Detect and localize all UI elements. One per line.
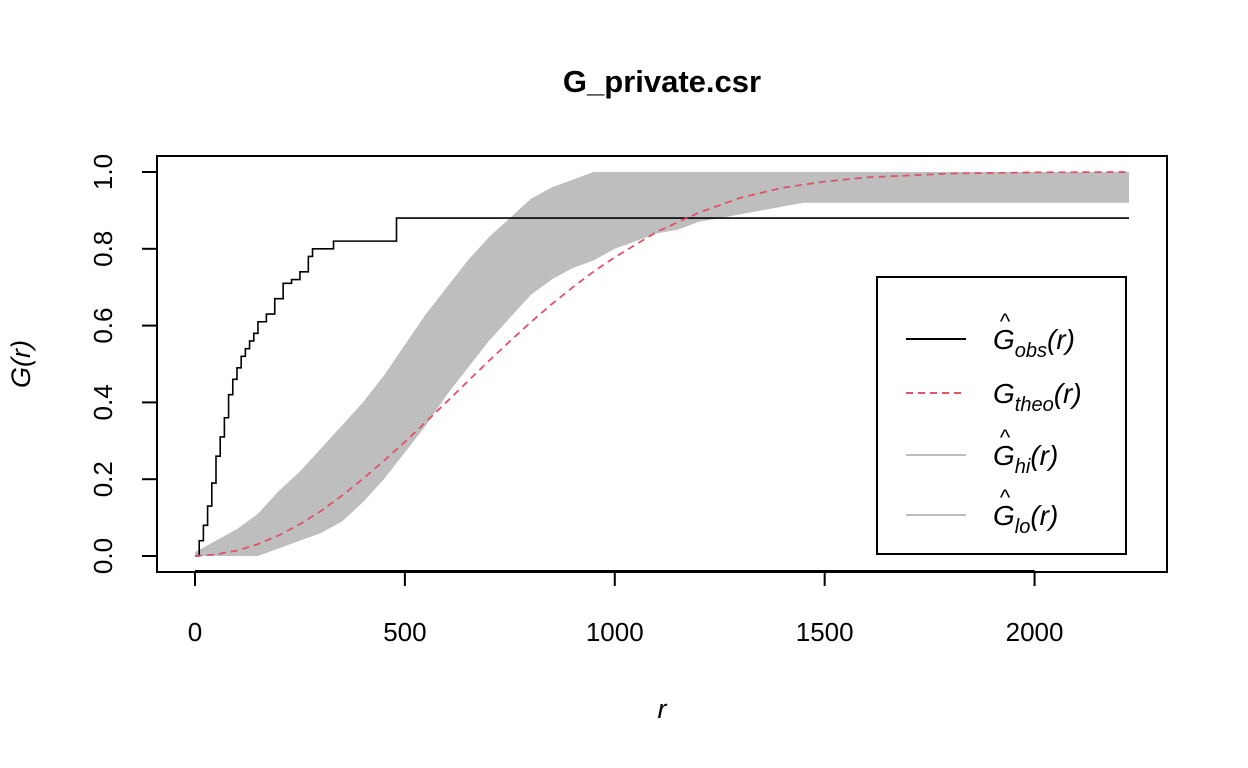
x-tick-label: 0: [188, 617, 202, 647]
series-line-theo: [194, 171, 1130, 557]
legend: Gobs(r)^Gtheo(r)Ghi(r)^Glo(r)^: [876, 276, 1127, 555]
y-tick-label: 0.0: [88, 538, 118, 574]
legend-label-obs: Gobs(r): [993, 324, 1075, 362]
y-tick-label: 0.6: [88, 308, 118, 344]
y-axis: 0.0 0.2 0.4 0.6 0.8 1.0: [88, 154, 158, 574]
legend-label-hi: Ghi(r): [993, 440, 1058, 478]
plot-area: [194, 171, 1130, 557]
y-tick-label: 0.2: [88, 461, 118, 497]
legend-label-lo: Glo(r): [993, 500, 1058, 538]
x-tick-label: 1000: [586, 617, 644, 647]
chart-title: G_private.csr: [563, 64, 761, 99]
legend-hat: ^: [1000, 485, 1011, 510]
legend-hat: ^: [1000, 309, 1011, 334]
legend-label-theo: Gtheo(r): [993, 378, 1082, 416]
legend-hat: ^: [1000, 425, 1011, 450]
legend-box: [876, 276, 1127, 555]
y-tick-label: 1.0: [88, 154, 118, 190]
x-tick-label: 2000: [1006, 617, 1064, 647]
x-axis-label: r: [658, 694, 668, 724]
y-axis-label: G(r): [6, 340, 36, 388]
x-tick-label: 1500: [796, 617, 854, 647]
x-tick-label: 500: [383, 617, 426, 647]
y-tick-label: 0.8: [88, 231, 118, 267]
envelope-band: [195, 172, 1129, 556]
series-line-obs: [195, 217, 1129, 557]
x-axis: 0 500 1000 1500 2000: [188, 570, 1064, 647]
y-tick-label: 0.4: [88, 384, 118, 420]
